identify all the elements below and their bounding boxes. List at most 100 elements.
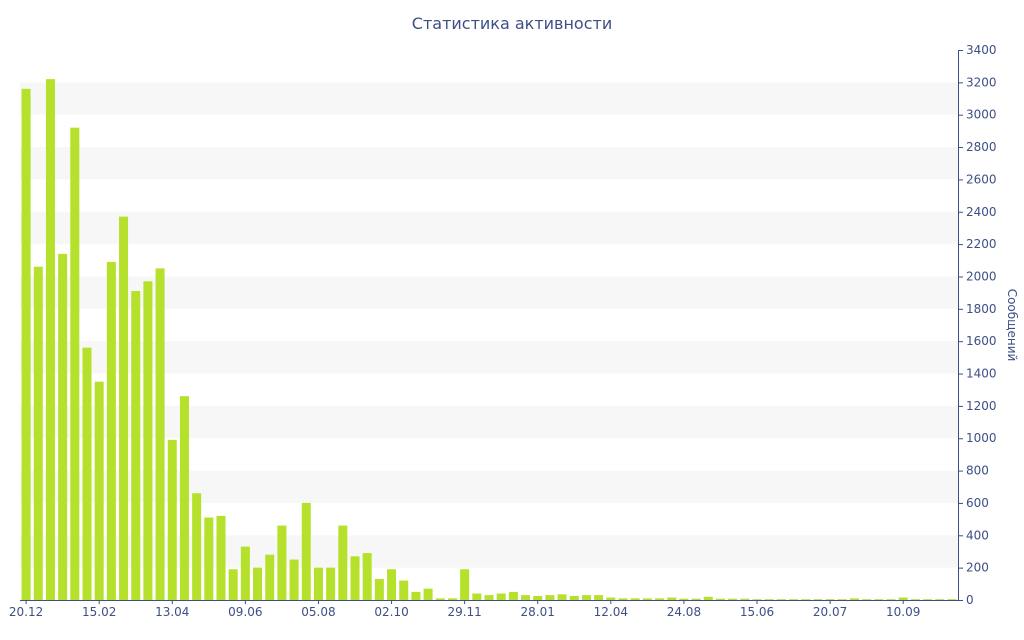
y-tick-label: 3400 [966, 43, 997, 57]
y-tick-label: 1000 [966, 431, 997, 445]
bar[interactable] [240, 546, 250, 600]
bar[interactable] [923, 599, 933, 600]
bar[interactable] [740, 598, 750, 600]
bar[interactable] [33, 266, 43, 600]
bar[interactable] [789, 599, 799, 600]
bar[interactable] [618, 598, 628, 600]
bar[interactable] [484, 595, 494, 600]
bar[interactable] [399, 580, 409, 600]
bar[interactable] [874, 599, 884, 600]
bar[interactable] [435, 598, 445, 600]
bar[interactable] [45, 79, 55, 601]
bar[interactable] [21, 88, 31, 600]
x-tick-label: 20.07 [813, 605, 847, 619]
bar[interactable] [447, 598, 457, 600]
x-tick-label: 29.11 [447, 605, 481, 619]
bar[interactable] [192, 493, 202, 600]
y-tick-label: 2000 [966, 269, 997, 283]
y-axis-title: Сообщений [1005, 289, 1019, 362]
bar[interactable] [253, 567, 263, 600]
bar[interactable] [667, 597, 677, 600]
bar[interactable] [862, 599, 872, 600]
y-tick-labels: 0 200 400 600 800 1000 1200 1400 1600 1800 2000 220… [966, 43, 997, 607]
bar[interactable] [849, 598, 859, 600]
bar[interactable] [533, 595, 543, 600]
bar[interactable] [326, 567, 336, 600]
bar[interactable] [691, 598, 701, 600]
bar[interactable] [423, 588, 433, 600]
bar[interactable] [387, 569, 397, 600]
bar[interactable] [947, 599, 957, 600]
x-tick-label: 15.06 [740, 605, 774, 619]
bar[interactable] [496, 593, 506, 600]
bar[interactable] [167, 439, 177, 600]
bar[interactable] [411, 591, 421, 600]
bar[interactable] [265, 554, 275, 600]
bar[interactable] [606, 597, 616, 600]
bar[interactable] [289, 559, 299, 600]
bar[interactable] [313, 567, 323, 600]
y-tick-label: 1400 [966, 367, 997, 381]
bar[interactable] [837, 599, 847, 600]
bar[interactable] [728, 598, 738, 600]
bar[interactable] [935, 599, 945, 600]
bar[interactable] [228, 569, 238, 600]
bar[interactable] [119, 216, 129, 600]
bar[interactable] [204, 517, 214, 601]
bar[interactable] [216, 515, 226, 600]
bar[interactable] [58, 253, 68, 600]
x-tick-label: 28.01 [521, 605, 555, 619]
bar[interactable] [679, 598, 689, 600]
bar[interactable] [642, 598, 652, 600]
bar[interactable] [825, 599, 835, 600]
grid-band [20, 211, 958, 245]
bar[interactable] [131, 291, 141, 600]
bar[interactable] [594, 595, 604, 600]
grid-band [20, 341, 958, 374]
bar[interactable] [752, 599, 762, 600]
bar[interactable] [70, 127, 80, 601]
bar[interactable] [508, 591, 518, 600]
y-tick-label: 2200 [966, 237, 997, 251]
bar[interactable] [715, 598, 725, 600]
bar[interactable] [350, 556, 360, 600]
bar[interactable] [301, 502, 311, 600]
bar[interactable] [155, 268, 165, 600]
y-tick-label: 2400 [966, 205, 997, 219]
x-tick-label: 13.04 [155, 605, 189, 619]
grid-band [20, 147, 958, 180]
bar[interactable] [338, 525, 348, 600]
grid-band [20, 405, 958, 439]
bar[interactable] [460, 569, 470, 600]
bar[interactable] [801, 599, 811, 600]
bar[interactable] [776, 599, 786, 600]
bar[interactable] [764, 599, 774, 600]
bar[interactable] [655, 598, 665, 600]
bar[interactable] [143, 281, 153, 600]
y-tick-label: 2600 [966, 172, 997, 186]
bar[interactable] [630, 598, 640, 600]
bar[interactable] [813, 599, 823, 600]
bar[interactable] [581, 595, 591, 600]
bar[interactable] [703, 596, 713, 600]
bar[interactable] [545, 595, 555, 600]
bar[interactable] [82, 347, 92, 600]
bar[interactable] [94, 381, 104, 600]
bar[interactable] [179, 396, 189, 600]
bar[interactable] [106, 261, 116, 600]
bar[interactable] [362, 553, 372, 600]
bar[interactable] [277, 525, 287, 600]
x-tick-label: 10.09 [886, 605, 920, 619]
bar[interactable] [521, 595, 531, 600]
bar[interactable] [374, 578, 384, 600]
bar[interactable] [910, 599, 920, 600]
bar[interactable] [472, 593, 482, 600]
bar[interactable] [898, 597, 908, 600]
bar[interactable] [569, 595, 579, 600]
bar[interactable] [886, 599, 896, 600]
bar[interactable] [557, 594, 567, 600]
y-tick-label: 1200 [966, 399, 997, 413]
y-tick-label: 3200 [966, 75, 997, 89]
